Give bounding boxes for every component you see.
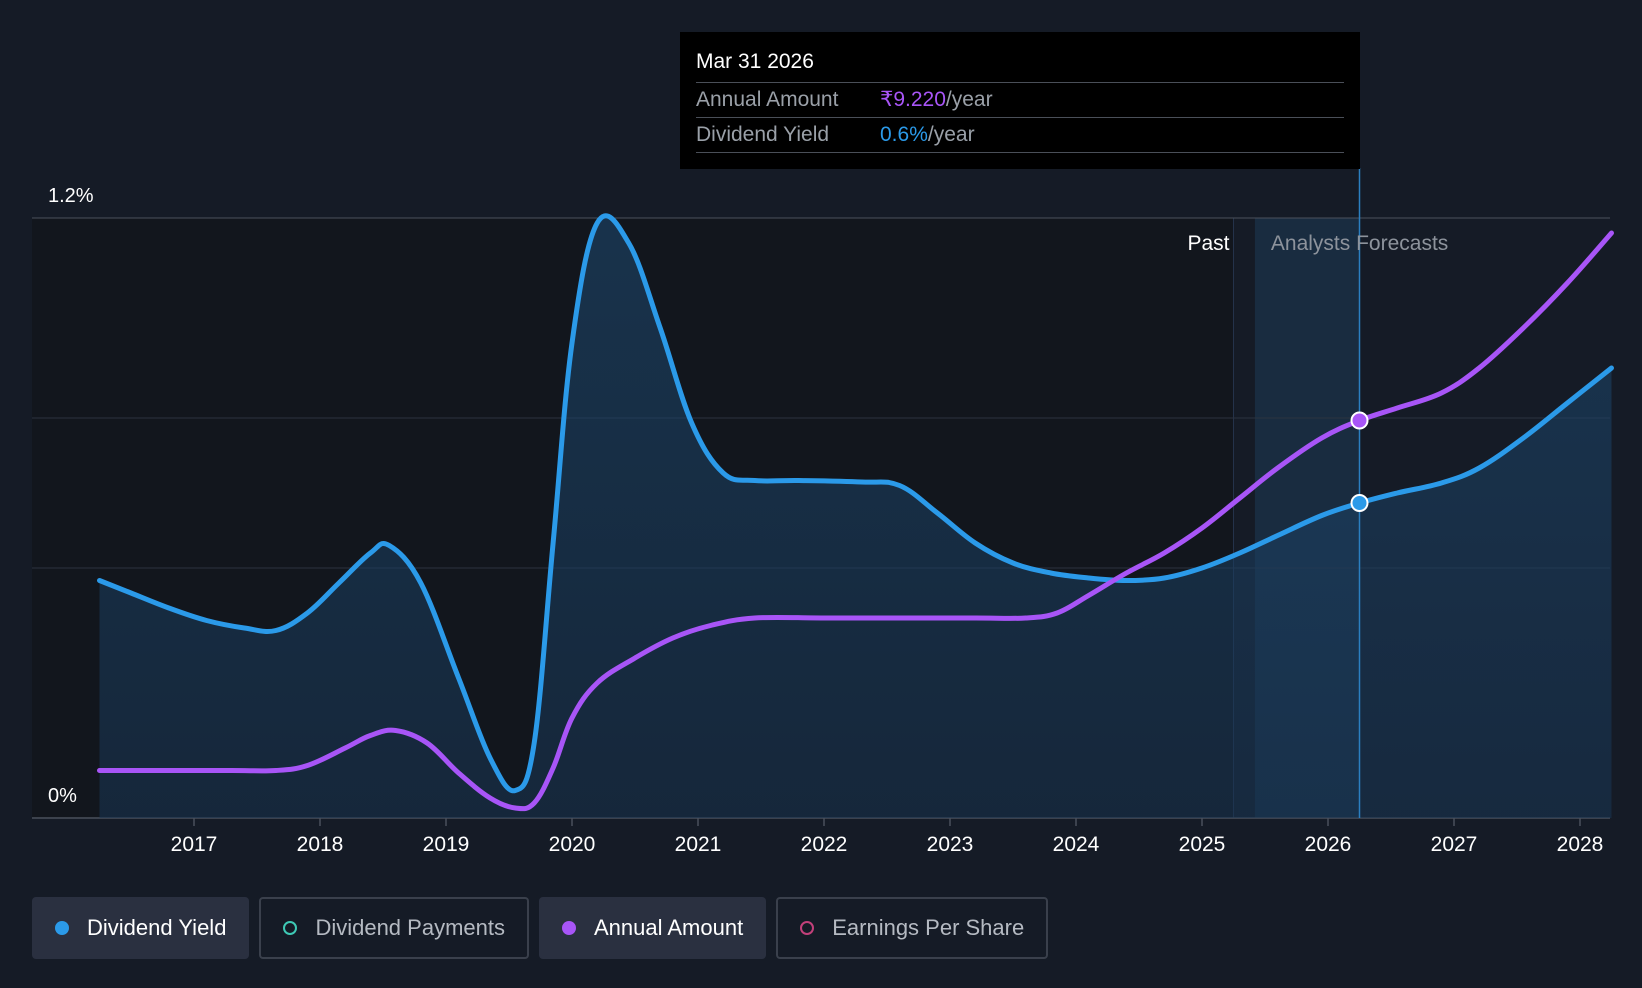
x-tick-label: 2026 xyxy=(1305,833,1352,856)
legend-label: Annual Amount xyxy=(593,915,744,940)
tooltip-unit: /year xyxy=(927,123,975,146)
legend-toggle-dividend-payments[interactable]: Dividend Payments xyxy=(259,897,529,959)
legend-dot-icon xyxy=(55,921,69,935)
x-tick-label: 2022 xyxy=(801,833,848,856)
x-tick-label: 2025 xyxy=(1179,833,1226,856)
legend-label: Dividend Payments xyxy=(315,915,505,940)
chart-tooltip: Mar 31 2026 Annual Amount ₹9.220 /year D… xyxy=(680,32,1360,169)
legend-toggle-dividend-yield[interactable]: Dividend Yield xyxy=(32,897,250,959)
past-label: Past xyxy=(1187,232,1229,255)
tooltip-date: Mar 31 2026 xyxy=(696,46,1344,83)
legend-toggle-annual-amount[interactable]: Annual Amount xyxy=(538,897,767,959)
x-tick-label: 2028 xyxy=(1557,833,1604,856)
dividend-yield-highlight-point xyxy=(1350,494,1369,512)
highlight-points xyxy=(1350,411,1369,512)
x-tick-label: 2018 xyxy=(297,833,344,856)
chart-legend: Dividend Yield Dividend Payments Annual … xyxy=(32,897,1049,961)
x-tick-label: 2024 xyxy=(1053,833,1100,856)
analysts-forecasts-label: Analysts Forecasts xyxy=(1271,232,1448,255)
tooltip-value: 0.6% xyxy=(880,123,928,146)
legend-label: Earnings Per Share xyxy=(832,915,1025,940)
dividend-yield-area xyxy=(99,215,1612,818)
legend-toggle-earnings-per-share[interactable]: Earnings Per Share xyxy=(776,897,1049,959)
legend-dot-icon xyxy=(561,921,576,935)
tooltip-label: Annual Amount xyxy=(696,88,839,111)
tooltip-row-annual-amount: Annual Amount ₹9.220 /year xyxy=(696,83,1344,118)
tooltip-unit: /year xyxy=(945,88,993,111)
legend-ring-icon xyxy=(800,921,815,935)
x-axis-ticks: 2017 2018 2019 2020 2021 2022 2023 2024 2025 2026… xyxy=(171,818,1604,856)
x-tick-label: 2017 xyxy=(171,833,218,856)
legend-label: Dividend Yield xyxy=(87,915,227,940)
annual-amount-highlight-point xyxy=(1350,411,1369,430)
tooltip-label: Dividend Yield xyxy=(696,123,830,146)
annual-amount-line xyxy=(97,230,1614,812)
x-tick-label: 2020 xyxy=(549,833,596,856)
tooltip-value: ₹9.220 xyxy=(880,88,946,111)
tooltip-row-dividend-yield: Dividend Yield 0.6% /year xyxy=(696,118,1344,153)
y-tick-label: 1.2% xyxy=(48,185,94,207)
y-axis-ticks: 1.2% 0% xyxy=(48,185,94,807)
y-tick-label: 0% xyxy=(48,785,77,807)
x-tick-label: 2027 xyxy=(1431,833,1478,856)
x-tick-label: 2023 xyxy=(927,833,974,856)
dividend-yield-line xyxy=(97,213,1614,794)
line-layer xyxy=(97,213,1614,812)
x-tick-label: 2019 xyxy=(423,833,470,856)
area-layer xyxy=(99,215,1612,818)
x-tick-label: 2021 xyxy=(675,833,722,856)
legend-ring-icon xyxy=(283,921,298,935)
